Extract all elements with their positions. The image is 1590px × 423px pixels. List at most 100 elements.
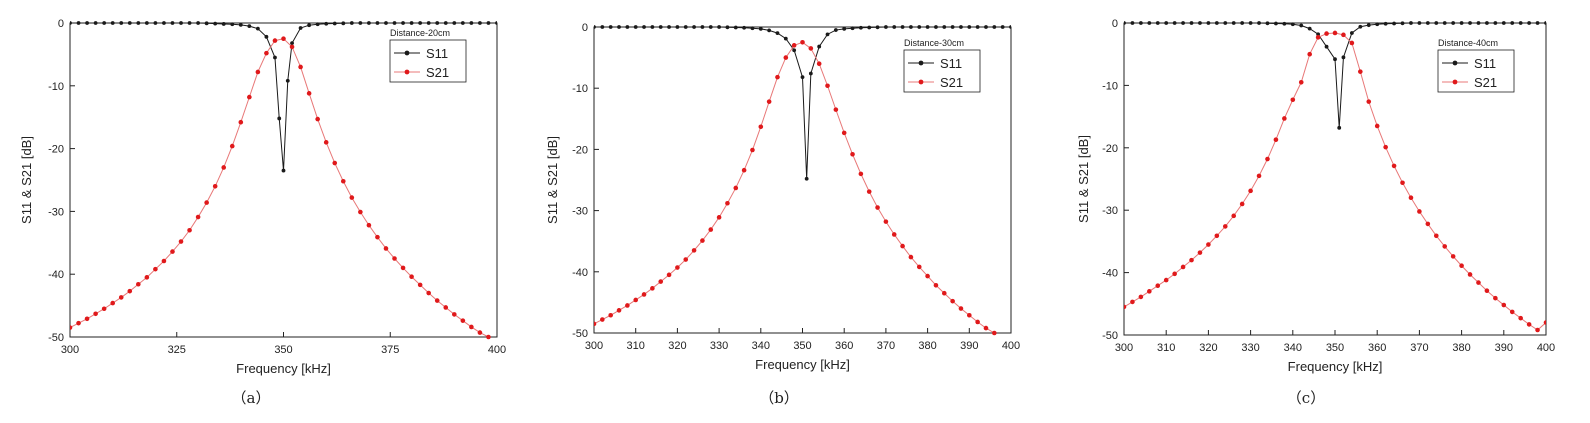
data-point-s11	[1417, 21, 1422, 25]
data-point-s21	[1433, 233, 1439, 239]
data-point-s11	[315, 22, 320, 27]
data-point-s11	[1307, 26, 1312, 31]
data-point-s21	[1214, 233, 1220, 239]
data-point-s11	[285, 78, 290, 83]
x-tick-label: 400	[488, 344, 506, 356]
data-point-s21	[400, 265, 406, 271]
data-point-s21	[486, 334, 491, 340]
y-tick-label: -50	[1102, 330, 1118, 342]
data-point-s21	[658, 279, 664, 284]
data-point-s11	[1442, 21, 1447, 25]
data-point-s11	[1164, 21, 1169, 25]
y-tick-label: -50	[572, 328, 588, 340]
data-point-s11	[733, 25, 738, 30]
data-point-s21	[1484, 288, 1490, 293]
data-point-s21	[204, 200, 209, 205]
data-point-s11	[917, 25, 922, 29]
data-point-s11	[1147, 21, 1152, 25]
data-point-s21	[101, 306, 107, 312]
data-point-s11	[247, 24, 252, 29]
data-point-s11	[1468, 21, 1472, 25]
data-point-s11	[1459, 21, 1464, 25]
data-point-s11	[1375, 22, 1380, 27]
data-point-s11	[717, 25, 721, 29]
data-point-s11	[375, 21, 380, 25]
x-tick-label: 310	[627, 340, 645, 352]
data-point-s21	[195, 214, 201, 220]
data-point-s21	[1366, 99, 1372, 104]
data-point-s11	[984, 25, 988, 29]
data-point-s21	[1222, 224, 1228, 229]
chart-panel-a: 300 325 350 375 400 0 -10 -20 -30 -40 -50 Frequency…	[19, 18, 506, 407]
data-point-s21	[170, 249, 175, 254]
chart-panel-b: 300 310 320 330 340 350 360 370 380 390 400 0 -10 -20…	[545, 22, 1020, 407]
data-point-s11	[1337, 125, 1342, 130]
legend: Distance-40cm S11 S21	[1437, 38, 1515, 93]
data-point-s21	[908, 254, 914, 260]
data-point-s21	[392, 256, 397, 261]
y-tick-label: 0	[1112, 18, 1118, 30]
data-point-s21	[1543, 320, 1546, 325]
y-axis-label: S11 & S21 [dB]	[1076, 135, 1091, 223]
data-point-s11	[1124, 21, 1126, 25]
data-point-s21	[289, 44, 295, 50]
data-point-s11	[495, 21, 497, 25]
data-point-s21	[1425, 221, 1431, 227]
data-point-s21	[1450, 254, 1456, 259]
data-point-s21	[633, 297, 638, 303]
data-point-s11	[683, 25, 688, 29]
data-point-s11	[230, 22, 235, 27]
data-point-s11	[1510, 21, 1515, 25]
data-point-s21	[967, 312, 972, 318]
data-point-s11	[967, 25, 972, 29]
x-tick-label: 360	[835, 340, 853, 352]
data-point-s21	[708, 227, 714, 232]
data-point-s21	[1324, 31, 1329, 36]
data-point-s21	[1231, 213, 1237, 219]
data-point-s11	[934, 25, 938, 29]
data-point-s11	[625, 25, 630, 29]
data-point-s11	[975, 25, 980, 29]
data-point-s11	[1324, 44, 1329, 49]
data-point-s21	[716, 215, 722, 220]
data-point-s21	[941, 290, 947, 296]
y-tick-label: -10	[48, 81, 64, 93]
x-tick-label: 370	[877, 340, 895, 352]
data-point-s21	[858, 171, 864, 177]
data-point-s11	[1130, 21, 1135, 25]
data-point-s21	[84, 316, 90, 322]
data-point-s11	[1349, 31, 1354, 35]
data-point-s21	[358, 209, 363, 215]
data-point-s21	[750, 147, 755, 153]
data-point-s21	[1172, 271, 1177, 277]
data-point-s11	[136, 21, 141, 25]
data-point-s11	[900, 25, 905, 29]
y-tick-label: -20	[1102, 143, 1118, 155]
data-point-s21	[891, 232, 897, 237]
data-point-s11	[213, 21, 218, 26]
y-tick-label: -50	[48, 332, 64, 344]
legend-title: Distance-40cm	[1438, 38, 1498, 48]
data-point-s21	[366, 222, 372, 228]
data-point-s11	[1341, 55, 1346, 60]
data-point-s21	[1349, 40, 1355, 46]
data-point-s11	[426, 21, 431, 25]
data-point-s21	[212, 183, 218, 189]
data-point-s11	[277, 116, 282, 121]
data-point-s21	[1298, 79, 1304, 85]
data-point-s21	[93, 311, 98, 317]
data-point-s21	[1391, 163, 1397, 169]
x-tick-label: 310	[1157, 342, 1175, 354]
plot-area	[70, 21, 497, 340]
data-point-s11	[1383, 21, 1388, 26]
data-point-s21	[733, 185, 739, 191]
data-point-s21	[1518, 315, 1523, 321]
data-point-s11	[221, 22, 226, 26]
data-point-s11	[617, 25, 621, 29]
data-point-s21	[1290, 97, 1296, 103]
data-point-s21	[375, 234, 380, 240]
data-point-s11	[875, 25, 880, 30]
data-point-s21	[332, 160, 338, 166]
series-s11	[70, 21, 497, 173]
